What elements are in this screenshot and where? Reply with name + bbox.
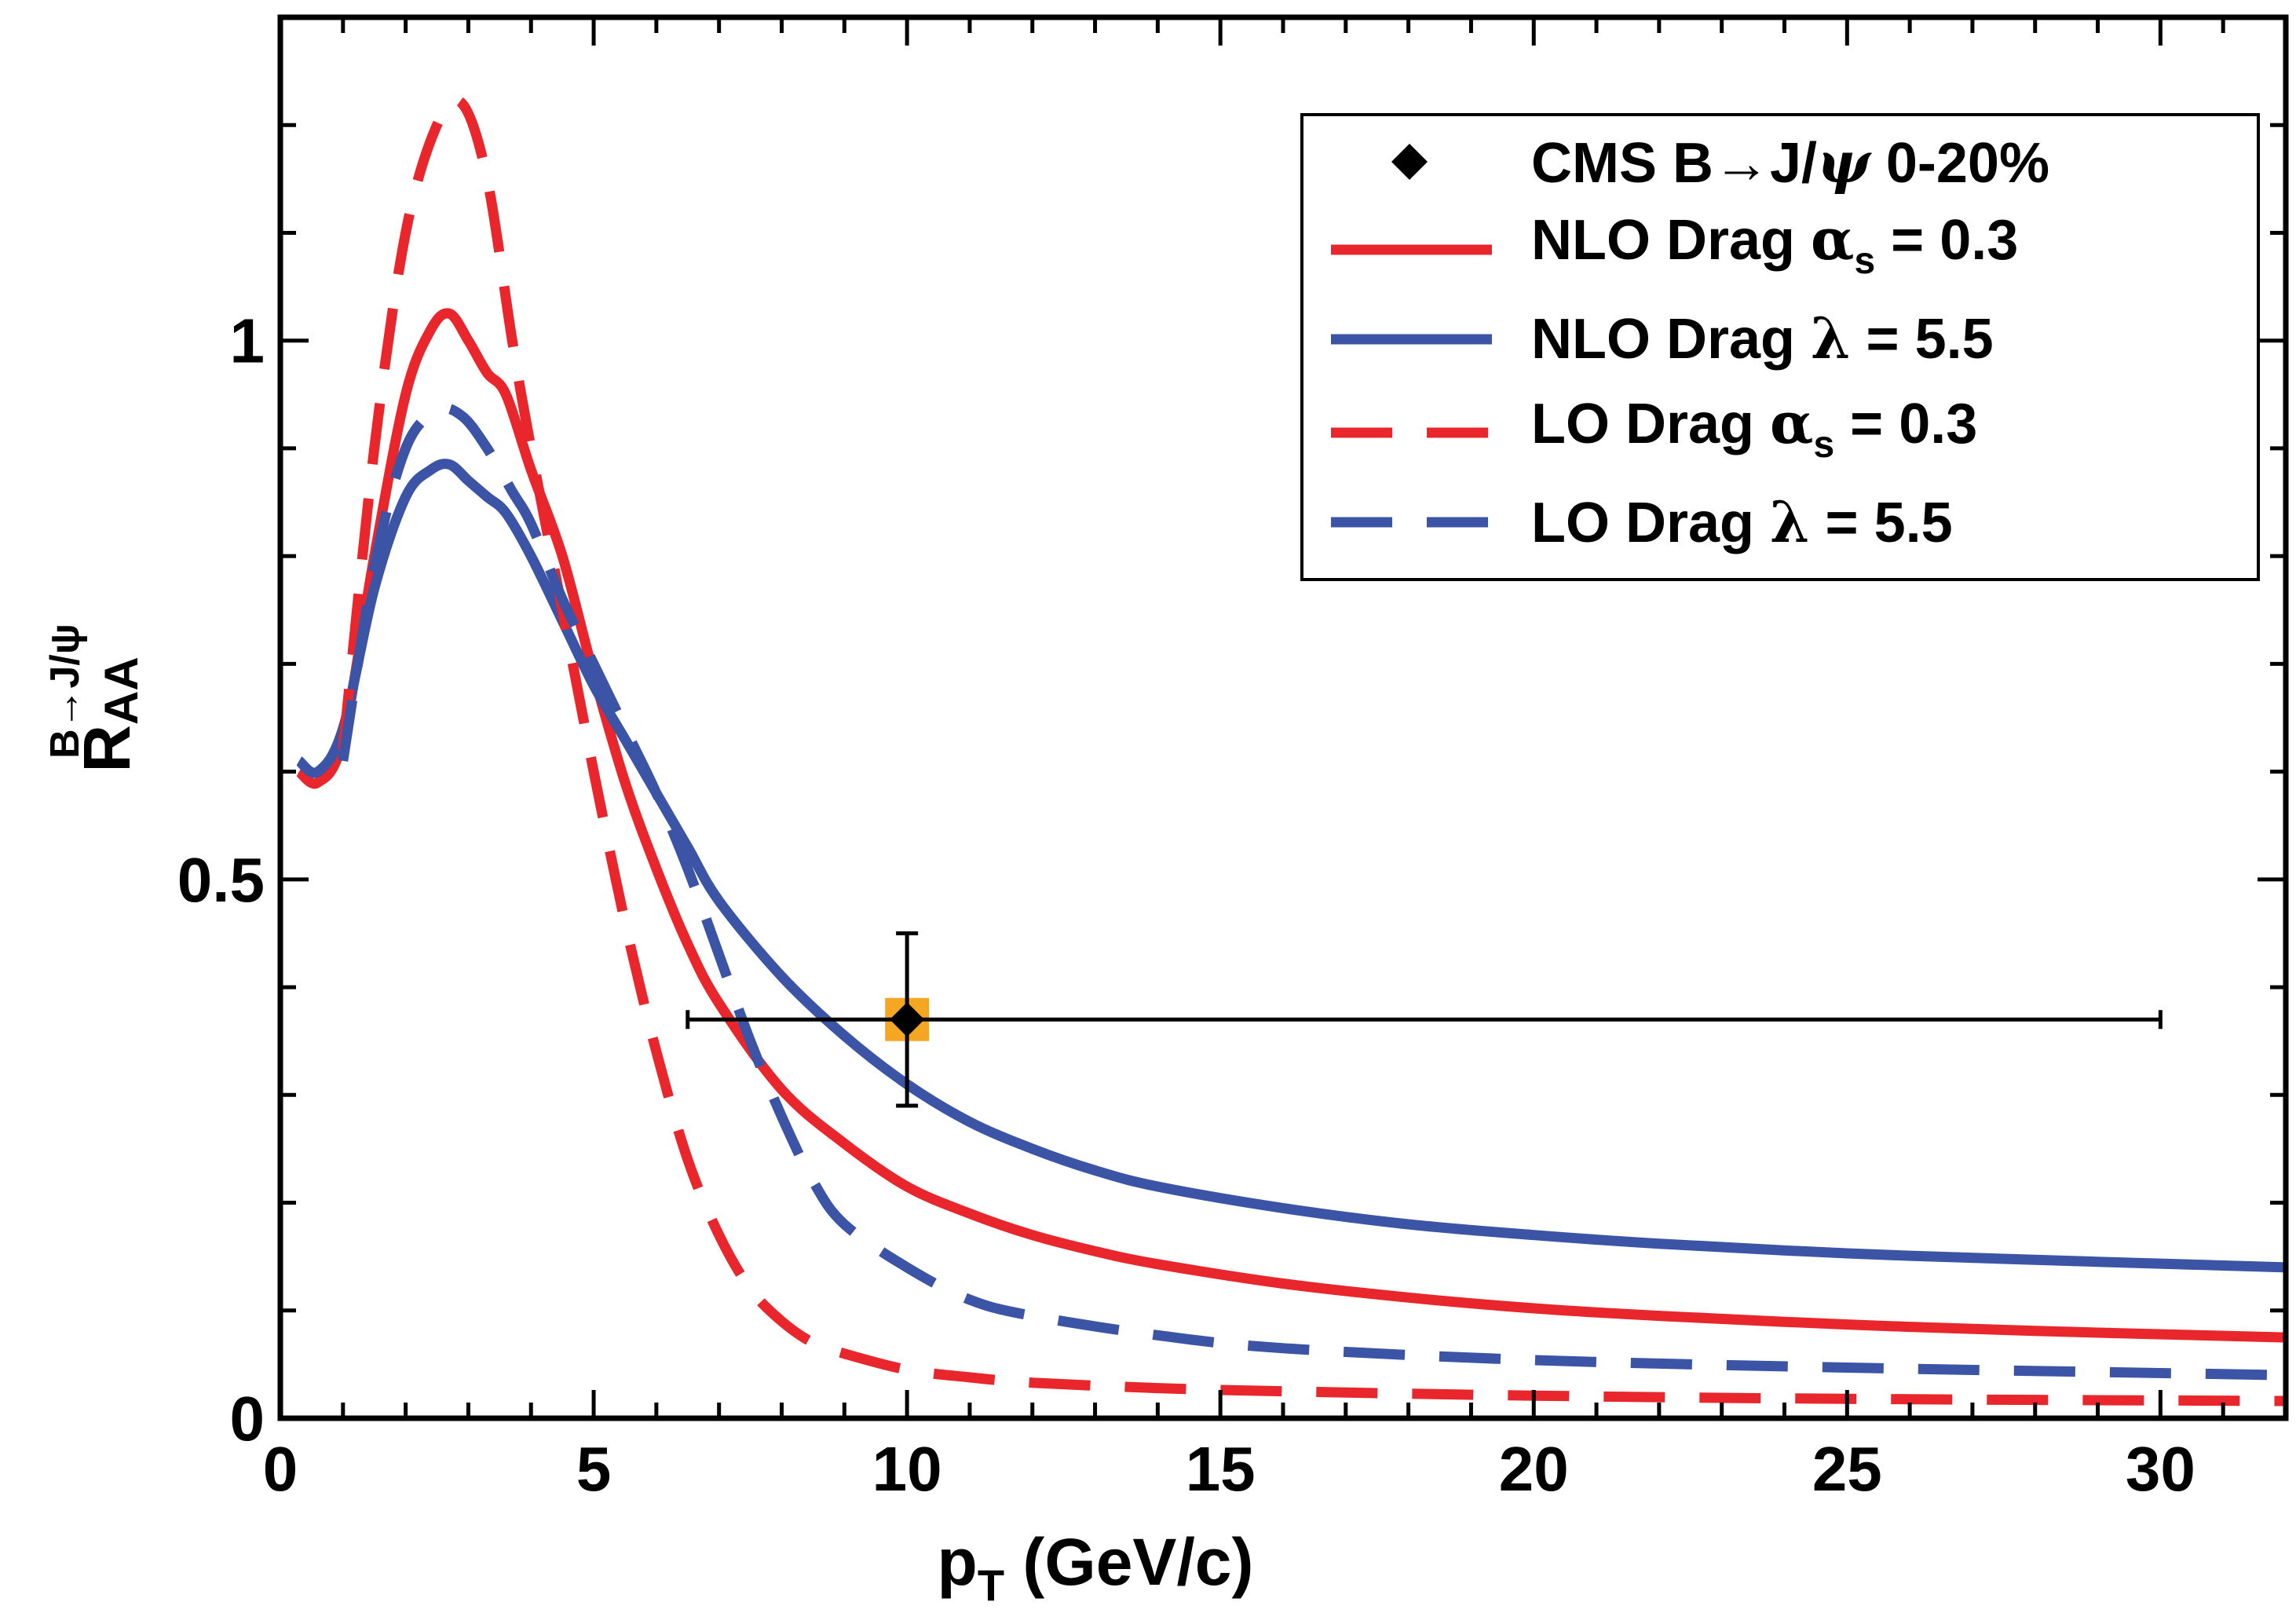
x-tick-label: 5: [576, 1434, 612, 1504]
legend-box: [1300, 113, 2260, 581]
plot-frame: [277, 14, 2289, 1421]
legend-item-lo-lambda: LO Drag λ = 5.5: [1531, 488, 1953, 555]
y-axis-title-sup: B→J/ψ: [42, 624, 88, 759]
x-tick-label: 10: [872, 1434, 942, 1504]
legend-lo-lambda-tail: = 5.5: [1810, 492, 1953, 554]
y-axis-title-main: R: [70, 725, 144, 773]
legend-lo-alpha-tail: = 0.3: [1834, 393, 1977, 455]
legend-nlo-lambda-main: NLO Drag: [1531, 308, 1811, 371]
legend-item-nlo-alpha: NLO Drag αs = 0.3: [1531, 206, 2018, 282]
legend-lo-lambda-greek: λ: [1770, 488, 1809, 555]
legend-nlo-alpha-greek: α: [1811, 206, 1854, 272]
legend-nlo-lambda-greek: λ: [1811, 305, 1850, 371]
svg-text:RAA: RAA: [70, 657, 148, 772]
legend-cms-main: CMS B→J/: [1531, 132, 1817, 195]
legend-cms-greek: ψ: [1817, 129, 1872, 196]
curves: [295, 95, 2287, 1406]
legend-lo-alpha-greek: α: [1770, 390, 1813, 456]
y-tick-label: 0: [230, 1384, 265, 1454]
series-line-nlo-lambda: [295, 459, 2287, 1273]
data-point-group: [686, 931, 2163, 1108]
legend-nlo-alpha-tail: = 0.3: [1875, 209, 2018, 272]
x-axis-title: pT (GeV/c): [938, 1525, 1254, 1610]
y-tick-label: 1: [230, 306, 265, 376]
legend-lo-lambda-main: LO Drag: [1531, 492, 1770, 554]
series-line-lo-alpha: [338, 95, 2287, 1406]
legend-lo-alpha-main: LO Drag: [1531, 393, 1770, 455]
series-line-nlo-alpha: [295, 308, 2287, 1343]
y-axis-title-sub: AA: [95, 657, 148, 725]
tick-labels: 0 5 10 15 20 25 30 0 0.5 1: [177, 306, 2195, 1504]
legend-cms-tail: 0-20%: [1870, 132, 2049, 195]
x-tick-label: 0: [263, 1434, 298, 1504]
series-line-lo-lambda: [338, 403, 2287, 1381]
x-axis-title-sub: T: [978, 1560, 1004, 1610]
legend-item-lo-alpha: LO Drag αs = 0.3: [1531, 390, 1977, 466]
x-tick-label: 25: [1812, 1434, 1882, 1504]
legend-nlo-lambda-tail: = 5.5: [1851, 308, 1994, 371]
legend-item-nlo-lambda: NLO Drag λ = 5.5: [1531, 305, 1994, 371]
x-tick-label: 30: [2126, 1434, 2195, 1504]
legend-marker-diamond: [1391, 144, 1428, 180]
x-tick-label: 20: [1499, 1434, 1569, 1504]
legend-lo-alpha-sub: s: [1813, 424, 1834, 466]
x-tick-label: 15: [1186, 1434, 1256, 1504]
legend-nlo-alpha-main: NLO Drag: [1531, 209, 1811, 272]
legend-item-cms: CMS B→J/ψ 0-20%: [1531, 129, 2049, 196]
legend: CMS B→J/ψ 0-20% NLO Drag αs = 0.3 NLO Dr…: [1300, 113, 2260, 581]
y-tick-label: 0.5: [177, 845, 265, 915]
y-axis-title: RAA B→J/ψ: [42, 624, 148, 773]
legend-nlo-alpha-sub: s: [1854, 240, 1875, 282]
x-axis-title-rest: (GeV/c): [1004, 1525, 1253, 1599]
x-axis-title-main: p: [938, 1525, 978, 1599]
data-point-marker: [890, 1002, 925, 1037]
